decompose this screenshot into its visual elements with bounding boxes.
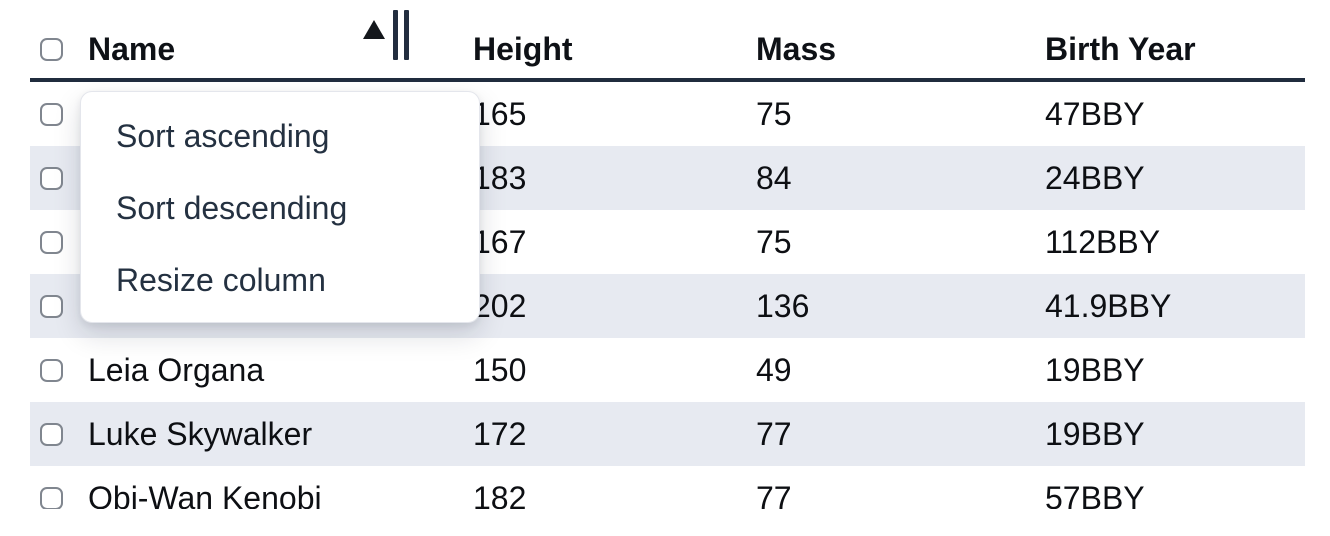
table-row: Leia Organa 150 49 19BBY	[30, 338, 1305, 402]
cell-birth-year: 41.9BBY	[1045, 287, 1172, 324]
cell-name: Luke Skywalker	[88, 415, 313, 452]
cell-name: Leia Organa	[88, 351, 265, 388]
column-header-mass[interactable]: Mass	[756, 30, 837, 67]
cell-mass: 75	[756, 95, 792, 132]
row-checkbox[interactable]	[40, 166, 63, 190]
cell-mass: 84	[756, 159, 792, 196]
cell-birth-year: 19BBY	[1045, 351, 1145, 388]
cell-height: 150	[473, 351, 527, 388]
cell-name: Obi-Wan Kenobi	[88, 479, 322, 510]
table-row: 165 75 47BBY	[30, 82, 1305, 146]
cell-height: 183	[473, 159, 527, 196]
select-all-checkbox[interactable]	[40, 37, 63, 61]
column-header-name[interactable]: Name	[88, 10, 473, 78]
menu-item-sort-descending[interactable]: Sort descending	[116, 189, 348, 226]
row-checkbox[interactable]	[40, 358, 63, 382]
row-checkbox[interactable]	[40, 422, 63, 446]
row-checkbox[interactable]	[40, 294, 63, 318]
header-checkbox-cell	[30, 37, 88, 61]
cell-height: 167	[473, 223, 527, 260]
cell-mass: 77	[756, 479, 792, 510]
table-row: 167 75 112BBY	[30, 210, 1305, 274]
column-context-menu: Sort ascending Sort descending Resize co…	[80, 91, 480, 323]
cell-birth-year: 19BBY	[1045, 415, 1145, 452]
cell-birth-year: 112BBY	[1045, 223, 1161, 260]
table-header-row: Name Height Mass Birth Year	[30, 10, 1305, 82]
cell-mass: 136	[756, 287, 810, 324]
cell-mass: 49	[756, 351, 792, 388]
row-checkbox[interactable]	[40, 486, 63, 509]
row-checkbox[interactable]	[40, 230, 63, 254]
cell-birth-year: 57BBY	[1045, 479, 1145, 510]
column-resize-handle[interactable]	[393, 10, 409, 60]
menu-item-sort-ascending[interactable]: Sort ascending	[116, 117, 330, 154]
cell-height: 172	[473, 415, 527, 452]
table-row: Obi-Wan Kenobi 182 77 57BBY	[30, 466, 1305, 509]
cell-height: 165	[473, 95, 527, 132]
cell-height: 202	[473, 287, 527, 324]
column-header-height[interactable]: Height	[473, 30, 573, 67]
column-header-birth-year[interactable]: Birth Year	[1045, 30, 1196, 67]
cell-birth-year: 47BBY	[1045, 95, 1145, 132]
cell-mass: 75	[756, 223, 792, 260]
menu-item-resize-column[interactable]: Resize column	[116, 261, 326, 298]
cell-birth-year: 24BBY	[1045, 159, 1145, 196]
table-row: Luke Skywalker 172 77 19BBY	[30, 402, 1305, 466]
cell-mass: 77	[756, 415, 792, 452]
cell-height: 182	[473, 479, 527, 510]
row-checkbox[interactable]	[40, 102, 63, 126]
column-header-name-label: Name	[88, 30, 176, 67]
sort-ascending-icon	[363, 20, 385, 39]
